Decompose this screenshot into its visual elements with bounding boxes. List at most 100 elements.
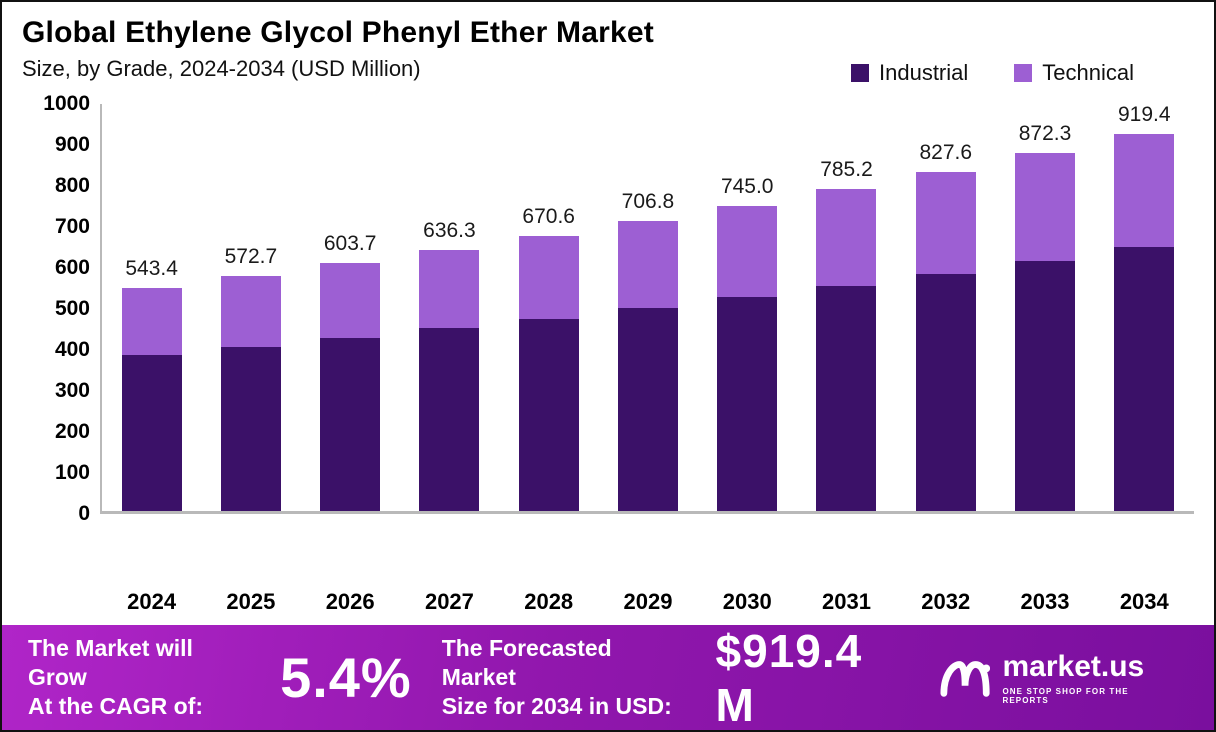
forecast-text: The Forecasted Market Size for 2034 in U… bbox=[442, 634, 684, 720]
bar-segment-technical bbox=[816, 189, 877, 286]
y-tick-label: 0 bbox=[78, 502, 90, 525]
footer-banner: The Market will Grow At the CAGR of: 5.4… bbox=[2, 625, 1214, 730]
chart-area: 0 100 200 300 400 500 600 700 800 900 1000 543.4 57… bbox=[22, 92, 1194, 575]
bar-segment-industrial bbox=[121, 355, 182, 511]
stacked-bar bbox=[320, 263, 381, 511]
bar-segment-industrial bbox=[1114, 247, 1175, 511]
bar-group: 785.2 bbox=[797, 104, 895, 511]
stacked-bar bbox=[121, 288, 182, 511]
bar-group: 745.0 bbox=[698, 104, 796, 511]
bar-total-label: 827.6 bbox=[919, 140, 973, 164]
bar-segment-industrial bbox=[617, 308, 678, 511]
bar-segment-technical bbox=[915, 171, 976, 274]
industrial-swatch-icon bbox=[851, 64, 869, 82]
forecast-text-line1: The Forecasted Market bbox=[441, 635, 612, 691]
x-axis-label: 2024 bbox=[127, 589, 177, 614]
x-axis-label: 2030 bbox=[722, 589, 772, 614]
bar-segment-technical bbox=[1015, 153, 1076, 261]
bar-segment-industrial bbox=[220, 346, 281, 511]
stacked-bar bbox=[617, 221, 678, 511]
bar-total-label: 603.7 bbox=[323, 232, 377, 256]
y-axis: 0 100 200 300 400 500 600 700 800 900 1000 bbox=[22, 92, 100, 525]
legend-item-industrial: Industrial bbox=[851, 60, 968, 86]
stacked-bar bbox=[915, 171, 976, 511]
stacked-bar bbox=[717, 205, 778, 511]
x-axis-label: 2029 bbox=[623, 589, 673, 614]
chart-title: Global Ethylene Glycol Phenyl Ether Mark… bbox=[22, 16, 654, 49]
x-axis-label: 2026 bbox=[325, 589, 375, 614]
y-tick-label: 500 bbox=[54, 297, 90, 320]
market-us-logo-icon bbox=[940, 660, 991, 697]
bar-group: 872.3 bbox=[996, 104, 1094, 511]
bar-segment-industrial bbox=[1015, 260, 1076, 511]
bar-segment-industrial bbox=[816, 285, 877, 511]
chart-section: Global Ethylene Glycol Phenyl Ether Mark… bbox=[2, 2, 1214, 625]
bar-total-label: 670.6 bbox=[522, 205, 575, 229]
forecast-text-line2: Size for 2034 in USD: bbox=[441, 692, 672, 719]
bar-total-label: 745.0 bbox=[720, 174, 774, 198]
bar-segment-industrial bbox=[419, 328, 480, 511]
bar-group: 827.6 bbox=[897, 104, 995, 511]
legend-label-technical: Technical bbox=[1042, 60, 1134, 85]
chart-subtitle: Size, by Grade, 2024-2034 (USD Million) bbox=[22, 56, 421, 81]
stacked-bar bbox=[1015, 153, 1076, 511]
stacked-bar bbox=[518, 236, 579, 511]
bar-segment-industrial bbox=[518, 318, 579, 511]
cagr-text-line2: At the CAGR of: bbox=[28, 692, 204, 719]
bar-segment-technical bbox=[1114, 134, 1175, 248]
x-axis-label: 2032 bbox=[921, 589, 971, 614]
bar-total-label: 543.4 bbox=[125, 257, 178, 281]
y-tick-label: 100 bbox=[54, 461, 90, 484]
y-tick-label: 600 bbox=[54, 256, 90, 279]
plot-column: 543.4 572.7 603.7 636.3 670.6 706.8 745.0 785.2… bbox=[100, 103, 1194, 575]
bar-group: 603.7 bbox=[301, 104, 399, 511]
x-axis-label: 2033 bbox=[1020, 589, 1070, 614]
x-axis-label: 2034 bbox=[1119, 589, 1169, 614]
bar-group: 572.7 bbox=[202, 104, 300, 511]
bar-total-label: 872.3 bbox=[1018, 122, 1072, 146]
y-tick-label: 400 bbox=[54, 338, 90, 361]
bar-total-label: 636.3 bbox=[423, 219, 476, 243]
bar-segment-technical bbox=[617, 221, 678, 309]
bar-total-label: 706.8 bbox=[621, 190, 675, 214]
chart-legend: Industrial Technical bbox=[851, 60, 1134, 86]
bar-group: 706.8 bbox=[599, 104, 697, 511]
y-tick-label: 300 bbox=[54, 379, 90, 402]
market-us-logo: market.us ONE STOP SHOP FOR THE REPORTS bbox=[940, 650, 1172, 705]
bar-segment-technical bbox=[220, 276, 281, 347]
x-axis: 2024 2025 2026 2027 2028 2029 2030 2031 2032 2033… bbox=[102, 575, 1194, 625]
bar-segment-industrial bbox=[320, 337, 381, 511]
bar-group: 543.4 bbox=[103, 104, 201, 511]
cagr-text-line1: The Market will Grow bbox=[28, 635, 193, 691]
x-axis-label: 2028 bbox=[524, 589, 574, 614]
bar-group: 670.6 bbox=[500, 104, 598, 511]
forecast-value: $919.4 M bbox=[715, 624, 863, 731]
logo-name: market.us bbox=[1002, 650, 1145, 683]
plot-area: 543.4 572.7 603.7 636.3 670.6 706.8 745.0 785.2… bbox=[100, 103, 1194, 514]
bar-total-label: 572.7 bbox=[224, 245, 278, 269]
bar-segment-technical bbox=[320, 263, 381, 338]
y-tick-label: 200 bbox=[54, 420, 90, 443]
bar-segment-industrial bbox=[717, 297, 778, 511]
y-tick-label: 800 bbox=[54, 174, 90, 197]
title-block: Global Ethylene Glycol Phenyl Ether Mark… bbox=[22, 16, 654, 82]
bar-group: 636.3 bbox=[400, 104, 498, 511]
technical-swatch-icon bbox=[1014, 64, 1033, 82]
bar-total-label: 785.2 bbox=[820, 158, 873, 182]
logo-tagline: ONE STOP SHOP FOR THE REPORTS bbox=[1002, 687, 1129, 705]
bar-segment-technical bbox=[518, 236, 579, 319]
logo-text-block: market.us ONE STOP SHOP FOR THE REPORTS bbox=[1002, 650, 1172, 705]
x-axis-label: 2031 bbox=[822, 589, 871, 614]
bar-segment-technical bbox=[717, 205, 778, 298]
bar-total-label: 919.4 bbox=[1118, 103, 1171, 127]
legend-label-industrial: Industrial bbox=[879, 60, 969, 85]
cagr-text: The Market will Grow At the CAGR of: bbox=[28, 634, 250, 720]
legend-item-technical: Technical bbox=[1014, 60, 1134, 86]
cagr-value: 5.4% bbox=[280, 646, 412, 709]
y-tick-label: 1000 bbox=[43, 92, 90, 115]
y-tick-label: 900 bbox=[54, 133, 90, 156]
chart-header: Global Ethylene Glycol Phenyl Ether Mark… bbox=[22, 16, 1194, 86]
stacked-bar bbox=[419, 250, 480, 511]
bar-segment-technical bbox=[419, 250, 480, 329]
